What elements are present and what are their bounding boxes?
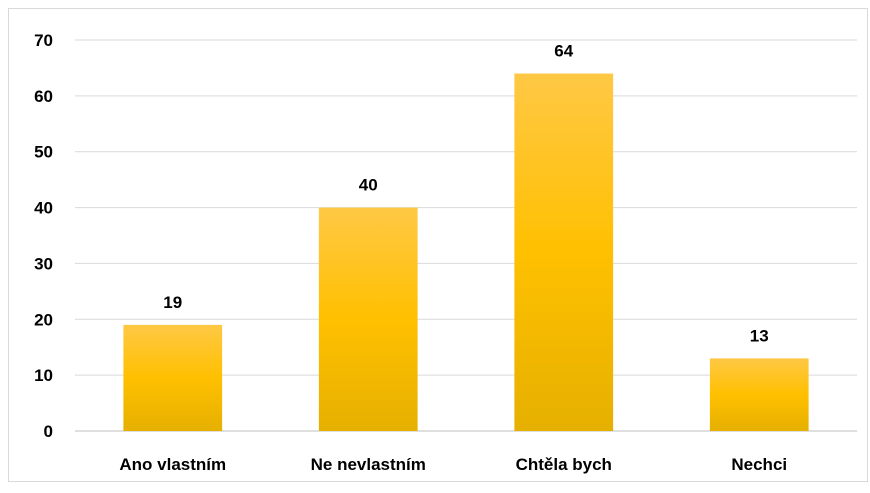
y-tick-label: 50 [34, 143, 53, 162]
data-label: 64 [554, 42, 573, 61]
y-tick-label: 70 [34, 31, 53, 50]
y-tick-label: 20 [34, 310, 53, 329]
bar [123, 324, 223, 431]
x-category-label: Chtěla bych [516, 455, 612, 474]
bar-chart: 0 10 20 30 40 50 60 70 19 Ano vlastním 40 Ne nevlas… [34, 31, 857, 474]
y-tick-label: 40 [34, 199, 53, 218]
bar [514, 73, 614, 431]
x-category-label: Ne nevlastním [311, 455, 426, 474]
data-label: 40 [359, 176, 378, 195]
gridlines [75, 39, 857, 376]
bar [709, 358, 809, 431]
chart-container: 0 10 20 30 40 50 60 70 19 Ano vlastním 40 Ne nevlas… [8, 8, 868, 482]
y-tick-label: 60 [34, 87, 53, 106]
data-label: 13 [750, 326, 769, 345]
bars [123, 73, 809, 431]
y-tick-label: 10 [34, 366, 53, 385]
x-category-label: Ano vlastním [119, 455, 226, 474]
bar [318, 207, 418, 431]
y-tick-label: 0 [44, 422, 53, 441]
labels: 0 10 20 30 40 50 60 70 19 Ano vlastním 40 Ne nevlas… [34, 31, 787, 474]
y-tick-label: 30 [34, 254, 53, 273]
data-label: 19 [163, 293, 182, 312]
x-category-label: Nechci [731, 455, 787, 474]
